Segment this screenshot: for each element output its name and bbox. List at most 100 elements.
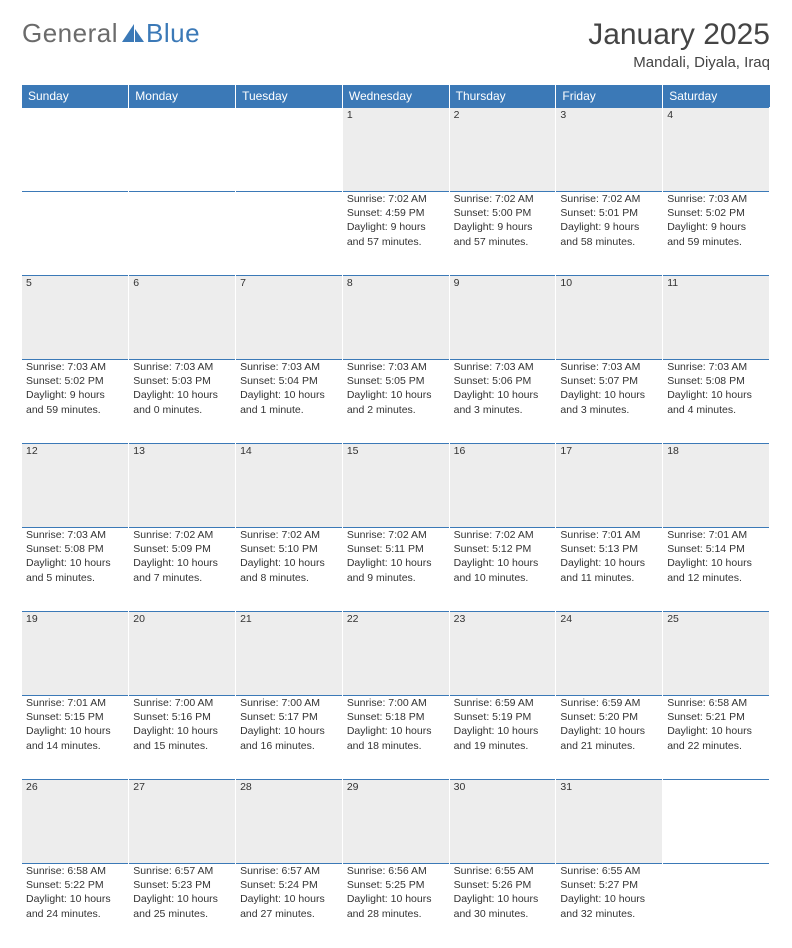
day-info-cell: Sunrise: 7:02 AMSunset: 5:10 PMDaylight:… bbox=[236, 528, 343, 612]
day-info-cell bbox=[129, 192, 236, 276]
logo-text-blue: Blue bbox=[146, 18, 200, 49]
day-number-cell: 1 bbox=[342, 108, 449, 192]
day-number-cell: 16 bbox=[449, 444, 556, 528]
daylight-line: Daylight: 10 hours and 18 minutes. bbox=[347, 724, 445, 752]
day-number: 9 bbox=[454, 277, 460, 289]
sunrise-line: Sunrise: 6:57 AM bbox=[240, 864, 338, 878]
weekday-header: Tuesday bbox=[236, 85, 343, 108]
daylight-line: Daylight: 9 hours and 57 minutes. bbox=[454, 220, 552, 248]
day-info-cell: Sunrise: 7:02 AMSunset: 5:12 PMDaylight:… bbox=[449, 528, 556, 612]
weekday-header: Sunday bbox=[22, 85, 129, 108]
day-number-cell: 31 bbox=[556, 780, 663, 864]
day-number: 17 bbox=[560, 445, 572, 457]
day-number-cell: 14 bbox=[236, 444, 343, 528]
weekday-header: Thursday bbox=[449, 85, 556, 108]
calendar-week-number-row: 567891011 bbox=[22, 276, 770, 360]
sunset-line: Sunset: 5:23 PM bbox=[133, 878, 231, 892]
location-subtitle: Mandali, Diyala, Iraq bbox=[588, 54, 770, 71]
day-info-cell: Sunrise: 7:01 AMSunset: 5:14 PMDaylight:… bbox=[663, 528, 770, 612]
day-number: 26 bbox=[26, 781, 38, 793]
sunset-line: Sunset: 5:08 PM bbox=[667, 374, 765, 388]
day-number: 8 bbox=[347, 277, 353, 289]
day-info-cell: Sunrise: 6:58 AMSunset: 5:21 PMDaylight:… bbox=[663, 696, 770, 780]
daylight-line: Daylight: 10 hours and 19 minutes. bbox=[454, 724, 552, 752]
day-number-cell: 21 bbox=[236, 612, 343, 696]
sunrise-line: Sunrise: 7:03 AM bbox=[133, 360, 231, 374]
weekday-header: Friday bbox=[556, 85, 663, 108]
daylight-line: Daylight: 10 hours and 22 minutes. bbox=[667, 724, 765, 752]
day-number: 16 bbox=[454, 445, 466, 457]
calendar-week-number-row: 123 4 bbox=[22, 108, 770, 192]
day-info-cell: Sunrise: 6:57 AMSunset: 5:23 PMDaylight:… bbox=[129, 864, 236, 948]
sunset-line: Sunset: 5:12 PM bbox=[454, 542, 552, 556]
sunset-line: Sunset: 5:21 PM bbox=[667, 710, 765, 724]
sunset-line: Sunset: 5:06 PM bbox=[454, 374, 552, 388]
calendar-week-number-row: 12131415161718 bbox=[22, 444, 770, 528]
day-number: 4 bbox=[667, 109, 673, 121]
day-number-cell: 12 bbox=[22, 444, 129, 528]
daylight-line: Daylight: 10 hours and 4 minutes. bbox=[667, 388, 765, 416]
day-info-cell: Sunrise: 7:01 AMSunset: 5:13 PMDaylight:… bbox=[556, 528, 663, 612]
day-number-cell: 4 bbox=[663, 108, 770, 192]
daylight-line: Daylight: 10 hours and 0 minutes. bbox=[133, 388, 231, 416]
day-info-cell: Sunrise: 7:02 AMSunset: 5:11 PMDaylight:… bbox=[342, 528, 449, 612]
day-info-cell: Sunrise: 7:03 AMSunset: 5:05 PMDaylight:… bbox=[342, 360, 449, 444]
sunset-line: Sunset: 5:07 PM bbox=[560, 374, 658, 388]
sunrise-line: Sunrise: 7:00 AM bbox=[240, 696, 338, 710]
day-info-cell: Sunrise: 7:03 AMSunset: 5:08 PMDaylight:… bbox=[663, 360, 770, 444]
day-number: 23 bbox=[454, 613, 466, 625]
day-number-cell: 22 bbox=[342, 612, 449, 696]
day-number-cell: 19 bbox=[22, 612, 129, 696]
calendar-week-info-row: Sunrise: 7:03 AMSunset: 5:08 PMDaylight:… bbox=[22, 528, 770, 612]
day-number-cell: 26 bbox=[22, 780, 129, 864]
logo-sail-icon bbox=[122, 24, 144, 42]
day-number: 30 bbox=[454, 781, 466, 793]
day-number: 29 bbox=[347, 781, 359, 793]
sunset-line: Sunset: 5:16 PM bbox=[133, 710, 231, 724]
sunset-line: Sunset: 5:17 PM bbox=[240, 710, 338, 724]
sunset-line: Sunset: 5:09 PM bbox=[133, 542, 231, 556]
sunset-line: Sunset: 4:59 PM bbox=[347, 206, 445, 220]
day-number-cell: 10 bbox=[556, 276, 663, 360]
day-number: 28 bbox=[240, 781, 252, 793]
daylight-line: Daylight: 10 hours and 3 minutes. bbox=[454, 388, 552, 416]
day-number-cell: 3 bbox=[556, 108, 663, 192]
sunrise-line: Sunrise: 7:02 AM bbox=[133, 528, 231, 542]
day-number-cell: 15 bbox=[342, 444, 449, 528]
day-number-cell bbox=[663, 780, 770, 864]
day-number-cell: 13 bbox=[129, 444, 236, 528]
calendar-week-number-row: 26 27 28 29 30 31 bbox=[22, 780, 770, 864]
day-info-cell bbox=[663, 864, 770, 948]
sunrise-line: Sunrise: 6:56 AM bbox=[347, 864, 445, 878]
sunrise-line: Sunrise: 6:58 AM bbox=[667, 696, 765, 710]
day-info-cell: Sunrise: 7:03 AMSunset: 5:08 PMDaylight:… bbox=[22, 528, 129, 612]
sunrise-line: Sunrise: 6:58 AM bbox=[26, 864, 124, 878]
day-number-cell: 11 bbox=[663, 276, 770, 360]
day-number-cell: 20 bbox=[129, 612, 236, 696]
day-number-cell: 27 bbox=[129, 780, 236, 864]
daylight-line: Daylight: 10 hours and 14 minutes. bbox=[26, 724, 124, 752]
daylight-line: Daylight: 10 hours and 16 minutes. bbox=[240, 724, 338, 752]
day-number-cell: 28 bbox=[236, 780, 343, 864]
sunrise-line: Sunrise: 6:59 AM bbox=[560, 696, 658, 710]
sunrise-line: Sunrise: 7:01 AM bbox=[667, 528, 765, 542]
day-number-cell bbox=[22, 108, 129, 192]
day-number-cell: 2 bbox=[449, 108, 556, 192]
daylight-line: Daylight: 10 hours and 21 minutes. bbox=[560, 724, 658, 752]
day-number: 27 bbox=[133, 781, 145, 793]
day-number-cell: 30 bbox=[449, 780, 556, 864]
daylight-line: Daylight: 10 hours and 27 minutes. bbox=[240, 892, 338, 920]
day-number-cell: 17 bbox=[556, 444, 663, 528]
day-number-cell: 8 bbox=[342, 276, 449, 360]
sunrise-line: Sunrise: 7:02 AM bbox=[347, 192, 445, 206]
day-number: 11 bbox=[667, 277, 678, 289]
sunset-line: Sunset: 5:14 PM bbox=[667, 542, 765, 556]
day-number: 12 bbox=[26, 445, 38, 457]
day-number: 3 bbox=[560, 109, 566, 121]
sunrise-line: Sunrise: 7:00 AM bbox=[347, 696, 445, 710]
day-number-cell: 24 bbox=[556, 612, 663, 696]
day-number: 15 bbox=[347, 445, 359, 457]
sunset-line: Sunset: 5:05 PM bbox=[347, 374, 445, 388]
day-number-cell: 7 bbox=[236, 276, 343, 360]
day-info-cell: Sunrise: 7:00 AMSunset: 5:17 PMDaylight:… bbox=[236, 696, 343, 780]
